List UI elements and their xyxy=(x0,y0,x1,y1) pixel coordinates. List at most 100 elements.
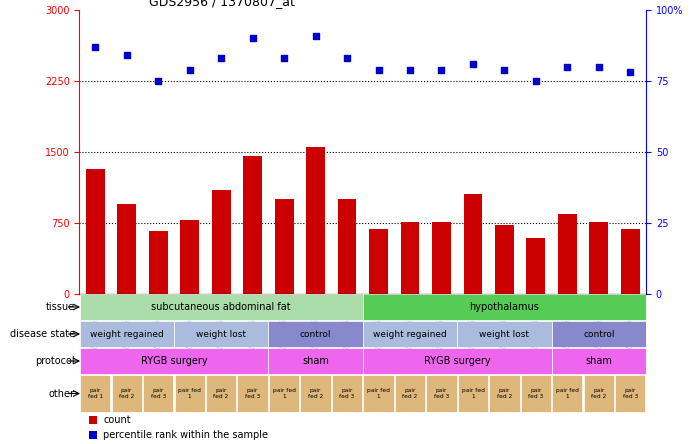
Bar xyxy=(89,431,97,439)
Text: pair
fed 2: pair fed 2 xyxy=(214,388,229,399)
Bar xyxy=(426,375,457,412)
Bar xyxy=(338,199,357,293)
Bar xyxy=(117,204,136,293)
Bar xyxy=(489,375,520,412)
Text: pair
fed 2: pair fed 2 xyxy=(119,388,134,399)
Bar xyxy=(211,190,231,293)
Bar xyxy=(206,375,236,412)
Text: weight regained: weight regained xyxy=(90,329,164,338)
Bar xyxy=(149,231,168,293)
Bar xyxy=(80,375,111,412)
Text: pair
fed 3: pair fed 3 xyxy=(529,388,544,399)
Bar xyxy=(551,321,646,348)
Bar xyxy=(268,348,363,374)
Text: subcutaneous abdominal fat: subcutaneous abdominal fat xyxy=(151,302,291,312)
Point xyxy=(310,32,321,39)
Bar xyxy=(175,375,205,412)
Point xyxy=(121,52,132,59)
Bar xyxy=(395,375,425,412)
Bar xyxy=(363,348,551,374)
Bar xyxy=(174,321,268,348)
Text: control: control xyxy=(583,329,614,338)
Bar xyxy=(306,147,325,293)
Bar xyxy=(552,375,583,412)
Point xyxy=(404,66,415,73)
Text: pair
fed 2: pair fed 2 xyxy=(308,388,323,399)
Bar xyxy=(89,416,97,424)
Bar xyxy=(551,348,646,374)
Point xyxy=(499,66,510,73)
Bar xyxy=(79,321,174,348)
Bar xyxy=(269,375,299,412)
Bar xyxy=(363,321,457,348)
Bar xyxy=(589,222,608,293)
Text: weight lost: weight lost xyxy=(196,329,246,338)
Bar xyxy=(79,293,363,321)
Text: pair
fed 2: pair fed 2 xyxy=(591,388,607,399)
Text: weight lost: weight lost xyxy=(480,329,529,338)
Bar xyxy=(111,375,142,412)
Bar xyxy=(558,214,577,293)
Bar xyxy=(268,321,363,348)
Text: RYGB surgery: RYGB surgery xyxy=(424,356,491,366)
Point xyxy=(278,55,290,62)
Bar xyxy=(458,375,488,412)
Bar xyxy=(457,321,551,348)
Text: weight regained: weight regained xyxy=(373,329,447,338)
Text: protocol: protocol xyxy=(35,356,75,366)
Text: disease state: disease state xyxy=(10,329,75,339)
Bar xyxy=(363,375,394,412)
Text: other: other xyxy=(48,388,75,399)
Point xyxy=(247,35,258,42)
Bar xyxy=(495,225,514,293)
Bar xyxy=(432,222,451,293)
Point xyxy=(341,55,352,62)
Text: sham: sham xyxy=(302,356,329,366)
Bar xyxy=(79,348,268,374)
Point xyxy=(467,60,478,67)
Point xyxy=(216,55,227,62)
Point xyxy=(562,63,573,70)
Text: control: control xyxy=(300,329,331,338)
Text: pair fed
1: pair fed 1 xyxy=(556,388,579,399)
Text: pair
fed 3: pair fed 3 xyxy=(434,388,449,399)
Text: pair
fed 3: pair fed 3 xyxy=(339,388,354,399)
Bar xyxy=(143,375,173,412)
Text: sham: sham xyxy=(585,356,612,366)
Text: pair fed
1: pair fed 1 xyxy=(273,388,296,399)
Point xyxy=(436,66,447,73)
Text: pair fed
1: pair fed 1 xyxy=(462,388,484,399)
Text: pair
fed 1: pair fed 1 xyxy=(88,388,103,399)
Bar xyxy=(274,199,294,293)
Bar xyxy=(86,169,104,293)
Text: pair
fed 2: pair fed 2 xyxy=(402,388,417,399)
Bar xyxy=(615,375,645,412)
Point xyxy=(594,63,605,70)
Text: pair
fed 3: pair fed 3 xyxy=(245,388,261,399)
Bar xyxy=(332,375,362,412)
Text: hypothalamus: hypothalamus xyxy=(469,302,540,312)
Point xyxy=(153,77,164,84)
Bar xyxy=(621,229,640,293)
Bar xyxy=(180,220,199,293)
Bar xyxy=(243,156,262,293)
Point xyxy=(90,44,101,51)
Text: percentile rank within the sample: percentile rank within the sample xyxy=(103,430,268,440)
Bar xyxy=(369,229,388,293)
Text: count: count xyxy=(103,415,131,425)
Bar xyxy=(521,375,551,412)
Bar xyxy=(301,375,331,412)
Bar xyxy=(238,375,267,412)
Bar xyxy=(464,194,482,293)
Point xyxy=(625,69,636,76)
Bar xyxy=(363,293,646,321)
Bar xyxy=(401,222,419,293)
Text: tissue: tissue xyxy=(46,302,75,312)
Text: pair
fed 3: pair fed 3 xyxy=(623,388,638,399)
Text: pair
fed 2: pair fed 2 xyxy=(497,388,512,399)
Text: pair fed
1: pair fed 1 xyxy=(178,388,201,399)
Text: GDS2956 / 1370807_at: GDS2956 / 1370807_at xyxy=(149,0,294,8)
Bar xyxy=(527,238,545,293)
Point xyxy=(531,77,542,84)
Point xyxy=(373,66,384,73)
